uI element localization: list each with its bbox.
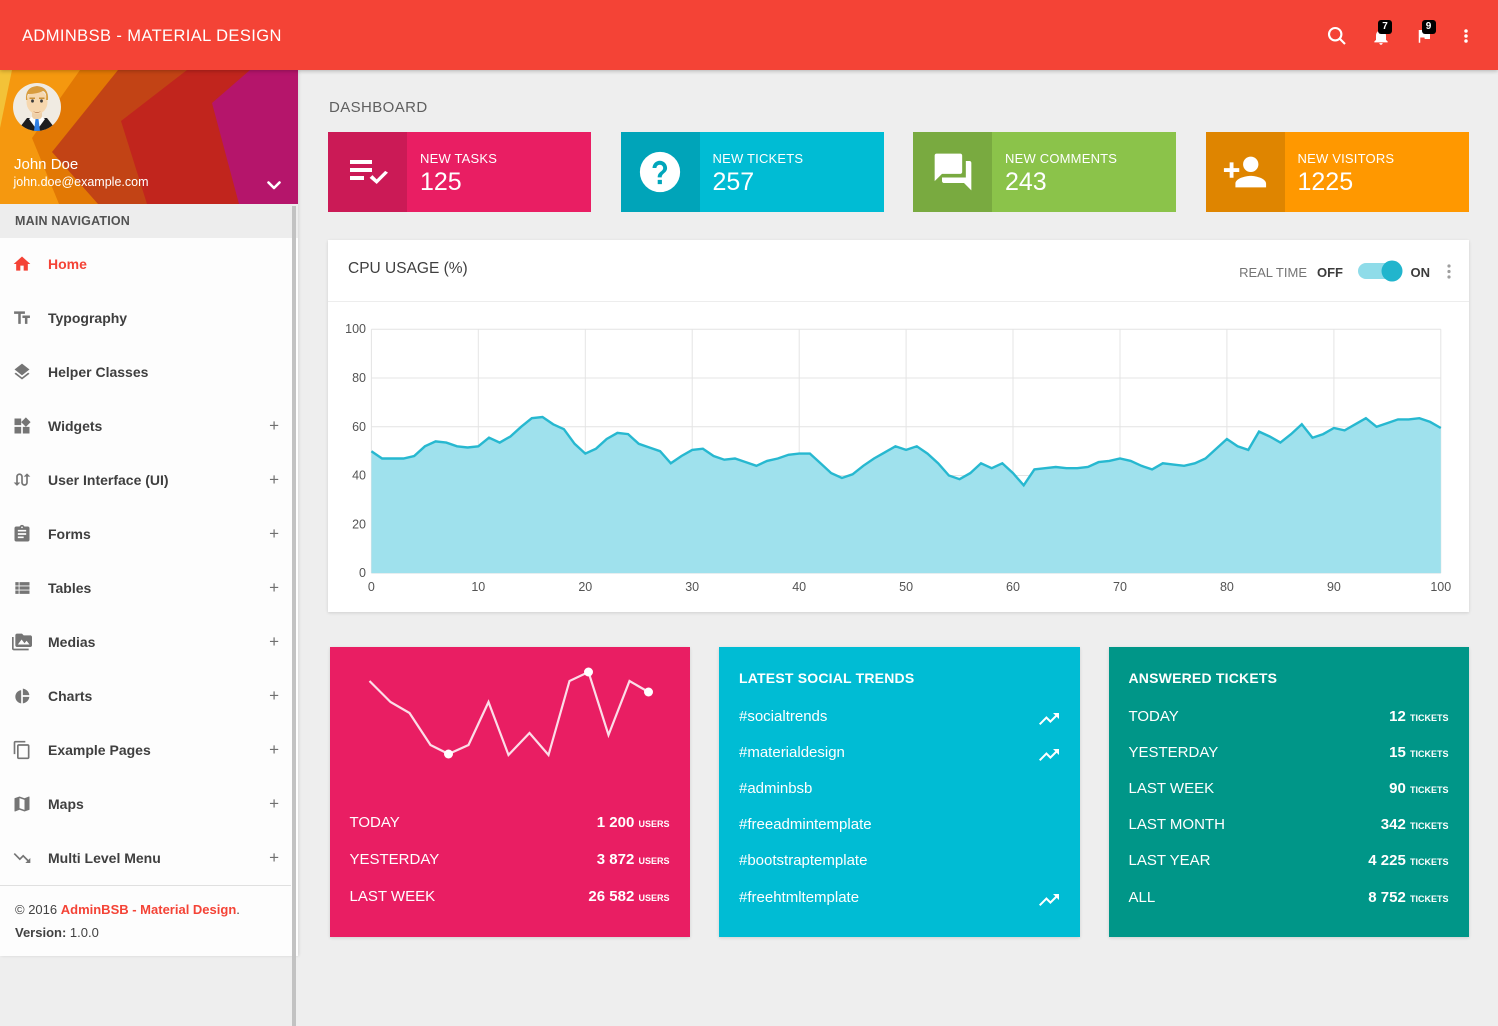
svg-text:80: 80 — [1220, 580, 1234, 594]
svg-text:20: 20 — [352, 517, 366, 531]
svg-text:80: 80 — [352, 371, 366, 385]
svg-text:50: 50 — [899, 580, 913, 594]
svg-text:90: 90 — [1327, 580, 1341, 594]
svg-text:0: 0 — [359, 566, 366, 580]
svg-text:40: 40 — [352, 469, 366, 483]
svg-text:100: 100 — [1430, 580, 1451, 594]
svg-text:30: 30 — [685, 580, 699, 594]
svg-text:0: 0 — [368, 580, 375, 594]
svg-text:20: 20 — [578, 580, 592, 594]
svg-text:60: 60 — [352, 420, 366, 434]
svg-text:10: 10 — [471, 580, 485, 594]
svg-text:70: 70 — [1113, 580, 1127, 594]
svg-text:100: 100 — [345, 322, 366, 336]
svg-text:60: 60 — [1006, 580, 1020, 594]
svg-text:40: 40 — [792, 580, 806, 594]
